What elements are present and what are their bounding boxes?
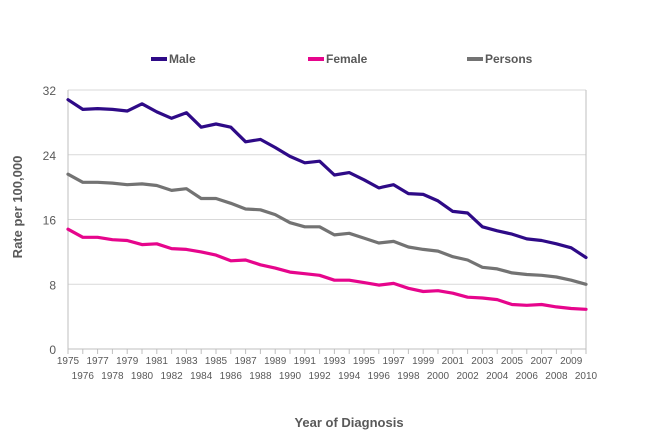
x-tick-label: 1978 <box>101 371 124 382</box>
legend-label-persons: Persons <box>485 52 533 66</box>
y-tick-label: 32 <box>43 84 57 98</box>
x-tick-label: 1990 <box>279 371 302 382</box>
x-tick-label: 1991 <box>294 356 317 367</box>
x-tick-label: 1977 <box>86 356 109 367</box>
x-tick-label: 1984 <box>190 371 213 382</box>
x-tick-label: 1981 <box>146 356 169 367</box>
x-tick-label: 1992 <box>308 371 331 382</box>
x-tick-label: 2005 <box>501 356 524 367</box>
x-tick-label: 1996 <box>368 371 391 382</box>
legend: Male Female Persons <box>151 52 533 66</box>
legend-label-male: Male <box>169 52 196 66</box>
x-tick-label: 1980 <box>131 371 154 382</box>
x-tick-label: 1995 <box>353 356 376 367</box>
x-tick-label: 1983 <box>175 356 198 367</box>
x-tick-label: 2007 <box>530 356 553 367</box>
x-axis-title: Year of Diagnosis <box>294 415 403 430</box>
x-tick-label: 2009 <box>560 356 583 367</box>
x-tick-label: 2004 <box>486 371 509 382</box>
series-line-persons <box>66 172 588 286</box>
x-tick-label: 1989 <box>264 356 287 367</box>
series-line-female <box>66 227 588 311</box>
x-tick-label: 1987 <box>234 356 257 367</box>
x-tick-label: 1985 <box>205 356 228 367</box>
y-tick-label: 0 <box>49 343 56 357</box>
x-tick-label: 2002 <box>456 371 479 382</box>
x-tick-label: 1988 <box>249 371 272 382</box>
x-tick-label: 2010 <box>575 371 598 382</box>
x-tick-label: 1993 <box>323 356 346 367</box>
x-tick-label: 1994 <box>338 371 361 382</box>
x-tick-label: 2008 <box>545 371 568 382</box>
y-axis-title: Rate per 100,000 <box>10 156 25 259</box>
x-tick-label: 1999 <box>412 356 435 367</box>
y-tick-label: 8 <box>49 278 56 292</box>
y-tick-label: 24 <box>43 149 57 163</box>
x-tick-label: 1997 <box>382 356 405 367</box>
x-tick-label: 1998 <box>397 371 420 382</box>
x-tick-label: 1986 <box>220 371 243 382</box>
x-tick-label: 2000 <box>427 371 450 382</box>
legend-label-female: Female <box>326 52 368 66</box>
series-line-male <box>66 98 588 260</box>
x-tick-label: 1975 <box>57 356 80 367</box>
x-tick-label: 1979 <box>116 356 139 367</box>
x-tick-label: 1982 <box>160 371 183 382</box>
x-tick-label: 1976 <box>72 371 95 382</box>
x-tick-label: 2001 <box>442 356 465 367</box>
axes: 0 8 16 24 32 1975 1976 1977 1978 1979 1980 1981 1982… <box>43 84 598 382</box>
x-tick-label: 2006 <box>516 371 539 382</box>
y-tick-label: 16 <box>43 214 57 228</box>
x-tick-label: 2003 <box>471 356 494 367</box>
grid <box>68 89 586 285</box>
series <box>66 98 588 311</box>
